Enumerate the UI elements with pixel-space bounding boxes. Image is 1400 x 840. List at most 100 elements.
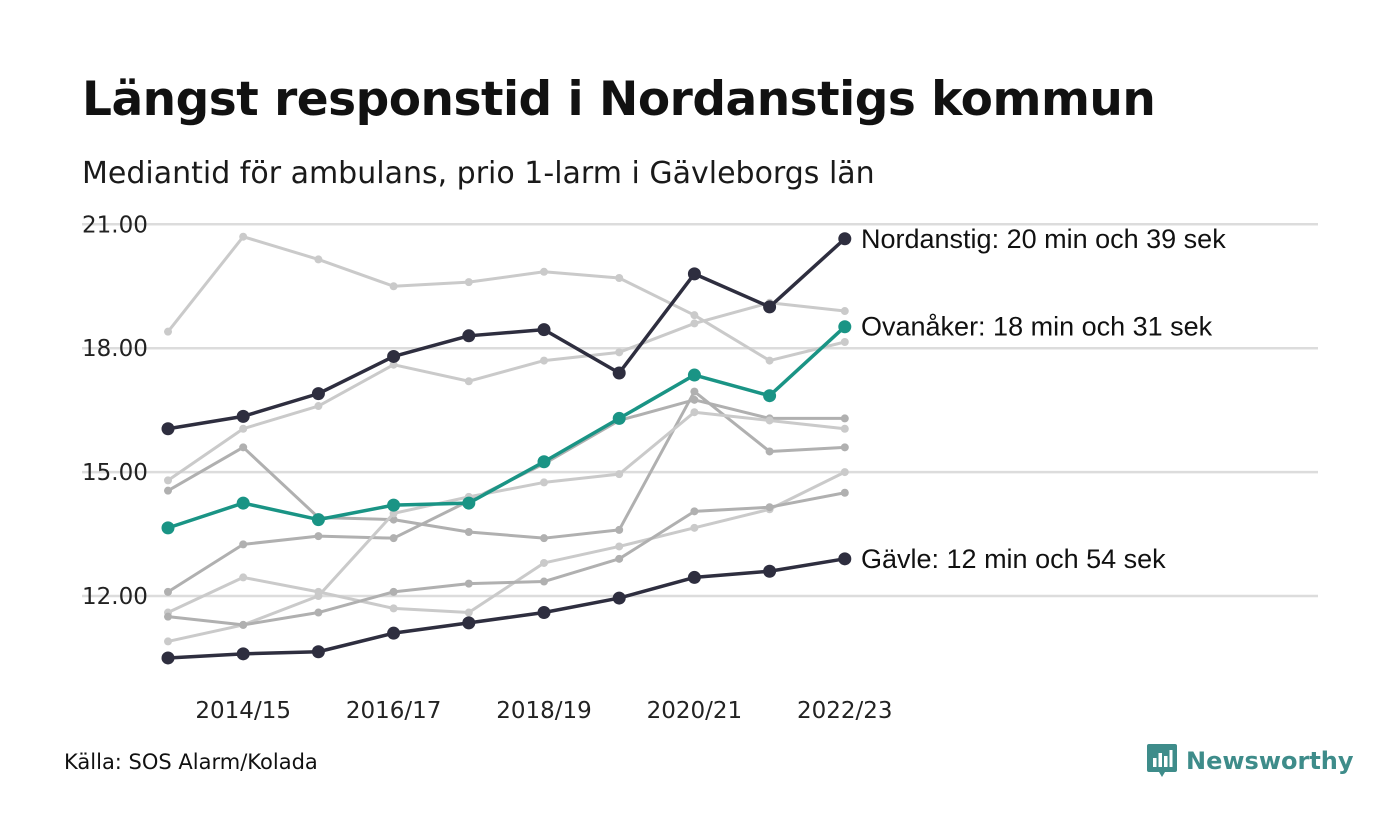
x-tick-label: 2022/23 [797,698,893,724]
series-point [840,424,849,433]
series-point [164,637,172,646]
series-point [314,608,323,617]
series-point [389,509,398,518]
series-point [763,564,777,578]
x-tick-label: 2020/21 [647,698,743,724]
series-point [239,540,248,549]
series-point [690,311,699,320]
series-point [314,592,323,600]
series-point [540,478,548,487]
series-labels: Nordanstig: 20 min och 39 sek Ovanåker: 1… [861,224,1226,574]
other-municipality-series [164,232,849,646]
x-tick-label: 2018/19 [496,698,592,724]
series-point [540,558,548,567]
series-point [612,411,626,425]
y-tick-label: 21.00 [82,212,148,238]
x-tick-label: 2016/17 [346,698,442,724]
series-point [840,488,849,497]
series-point [311,387,325,401]
x-tick-label: 2014/15 [195,698,291,724]
series-point [314,402,323,411]
series-point [615,470,624,479]
series-point [164,486,172,495]
other-series [164,395,849,596]
series-point [690,319,699,328]
series-point [314,532,323,541]
series-point [540,267,548,276]
series-point [462,616,476,630]
series-point [765,447,774,456]
series-point [838,552,852,566]
series-point [615,273,624,282]
series-point [239,424,248,433]
series-point [389,534,398,543]
series-point [840,443,849,452]
series-point [236,496,250,510]
series-point [840,338,849,347]
series-point [540,577,548,586]
series-point [161,422,175,436]
series-point [314,255,323,264]
x-axis-ticks: 2014/15 2016/17 2018/19 2020/21 2022/23 [195,698,892,724]
series-line [167,237,846,431]
series-point [464,377,473,386]
source-note: Källa: SOS Alarm/Kolada [64,750,318,774]
series-point [537,606,551,620]
series-point [311,645,325,659]
series-point [840,468,849,477]
series-point [690,507,699,516]
y-axis-ticks: 12.00 15.00 18.00 21.00 [82,212,148,610]
other-series [164,298,849,485]
series-point [838,232,852,246]
series-point [389,604,398,613]
series-point [615,542,624,551]
series-point [387,626,401,640]
series-point [164,476,172,485]
series-point [763,389,777,403]
series-point [615,525,624,534]
series-point [540,356,548,365]
series-point [765,503,774,512]
series-point [236,409,250,423]
series-point [690,395,699,404]
series-point [239,620,248,629]
highlighted-series [161,232,852,665]
y-tick-label: 12.00 [82,584,148,610]
series-point [387,498,401,512]
series-point [389,360,398,369]
series-line [167,325,846,530]
series-point [239,443,248,452]
series-point [387,349,401,363]
brand-logo: Newsworthy [1147,744,1354,778]
series-point [690,408,699,417]
chart-subtitle: Mediantid för ambulans, prio 1-larm i Gä… [82,156,875,191]
series-point [687,267,701,281]
series-point [690,387,699,396]
series-line [167,491,846,627]
series-point [236,647,250,661]
series-label-nordanstig: Nordanstig: 20 min och 39 sek [861,224,1226,254]
series-point [462,496,476,510]
series-point [239,232,248,241]
series-point [612,591,626,605]
series-point [763,300,777,314]
series-line [167,301,845,482]
series-point [164,327,172,336]
series-ovanaker [161,320,852,535]
series-point [840,414,849,423]
series-point [462,329,476,343]
series-line [167,410,845,643]
series-point [840,307,849,316]
series-line [166,235,846,363]
series-point [464,278,473,287]
series-point [615,348,624,357]
series-label-ovanaker: Ovanåker: 18 min och 31 sek [861,312,1213,342]
y-tick-label: 15.00 [82,460,148,486]
other-series [164,488,849,629]
series-point [612,366,626,380]
series-line [167,390,845,540]
series-point [537,455,551,469]
series-line [167,470,846,615]
series-point [161,521,175,535]
